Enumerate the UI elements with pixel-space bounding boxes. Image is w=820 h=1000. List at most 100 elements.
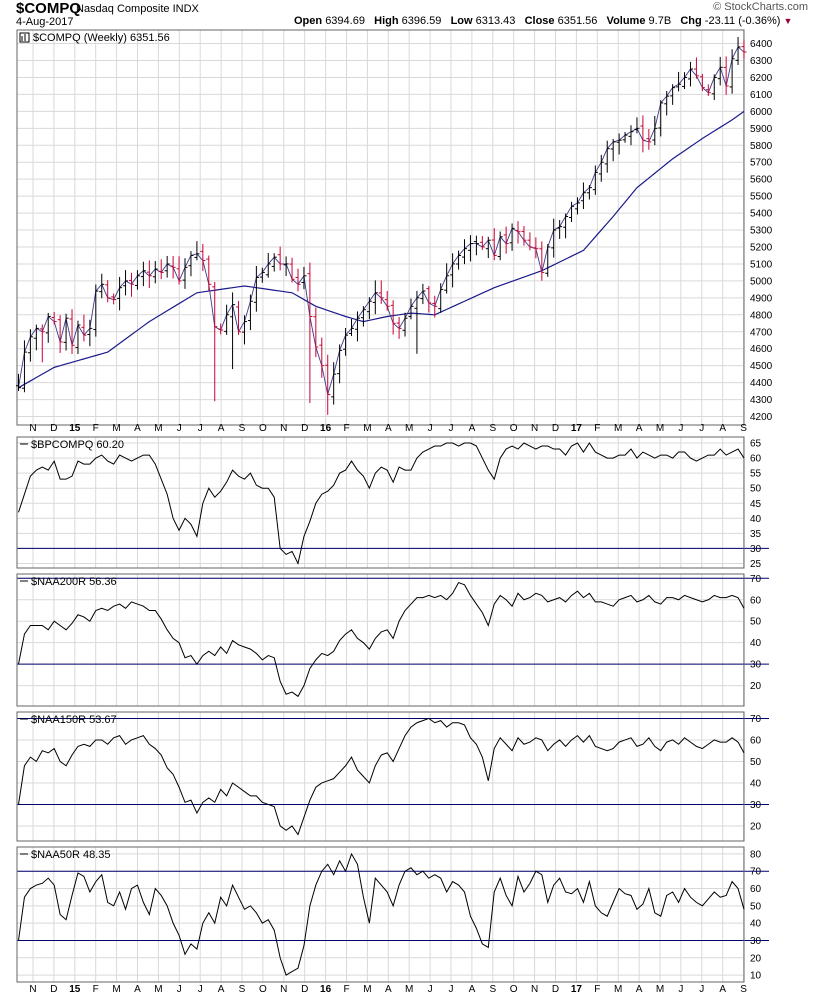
y-tick-label: 55	[750, 469, 762, 480]
y-tick-label: 5600	[750, 175, 773, 186]
y-tick-label: 6200	[750, 73, 773, 84]
y-tick-label: 35	[750, 529, 762, 540]
x-axis-label: F	[93, 984, 99, 995]
x-axis-label: O	[510, 423, 518, 434]
x-axis-label: M	[363, 984, 371, 995]
x-axis-label: 15	[69, 423, 81, 434]
x-axis-label: A	[218, 423, 225, 434]
x-axis-label: M	[112, 984, 120, 995]
y-tick-label: 4400	[750, 378, 773, 389]
open-value: 6394.69	[325, 15, 365, 27]
y-tick-label: 6000	[750, 107, 773, 118]
x-axis-label: M	[154, 984, 162, 995]
y-tick-label: 5400	[750, 209, 773, 220]
x-axis-label: M	[363, 423, 371, 434]
y-tick-label: 4500	[750, 361, 773, 372]
panel-frame	[16, 436, 745, 569]
y-tick-label: 30	[750, 936, 762, 947]
close-price-line	[18, 46, 745, 395]
y-tick-label: 10	[750, 971, 762, 982]
x-axis-label: N	[280, 984, 287, 995]
y-tick-label: 60	[750, 595, 762, 606]
volume-label: Volume	[606, 15, 646, 27]
y-tick-label: 5200	[750, 242, 773, 253]
x-axis-label: D	[301, 423, 308, 434]
y-tick-label: 70	[750, 574, 762, 585]
x-axis-label: A	[134, 423, 141, 434]
panel-4: 10 20 30 40 50 60 70 80 $NAA50R 48.35	[16, 846, 769, 983]
panel-1: 25 30 35 40 45 50 55 60 65 $BPCOMPQ 60.20	[16, 436, 769, 570]
panel-frame	[16, 711, 745, 842]
x-axis-label: A	[719, 423, 726, 434]
y-tick-label: 30	[750, 800, 762, 811]
x-axis-label: J	[428, 423, 433, 434]
y-tick-label: 4900	[750, 293, 773, 304]
y-tick-label: 5900	[750, 124, 773, 135]
y-tick-label: 6300	[750, 56, 773, 67]
close-value: 6351.56	[557, 15, 598, 27]
x-axis-label: D	[301, 984, 308, 995]
y-tick-label: 60	[750, 454, 762, 465]
y-tick-label: 30	[750, 544, 762, 555]
y-tick-label: 5000	[750, 276, 773, 287]
panel-3: 20 30 40 50 60 70 $NAA150R 53.67	[16, 711, 769, 842]
y-tick-label: 4800	[750, 310, 773, 321]
x-axis-label: A	[218, 984, 225, 995]
x-axis-label: J	[449, 423, 454, 434]
x-axis-label: F	[93, 423, 99, 434]
x-axis-label: M	[405, 423, 413, 434]
y-tick-label: 4200	[750, 412, 773, 423]
header-name: Nasdaq Composite INDX	[76, 3, 199, 15]
x-axis-label: J	[177, 984, 182, 995]
y-tick-label: 65	[750, 439, 762, 450]
x-axis-label: A	[636, 423, 643, 434]
x-axis-label: M	[614, 984, 622, 995]
x-axis-label: N	[531, 423, 538, 434]
x-axis-label: O	[259, 423, 267, 434]
x-axis-label: A	[469, 984, 476, 995]
x-axis-label: J	[678, 423, 683, 434]
x-axis-label: 17	[571, 423, 583, 434]
y-tick-label: 70	[750, 867, 762, 878]
volume-value: 9.7B	[648, 15, 672, 27]
x-axis-label: 16	[320, 984, 332, 995]
x-axis-label: S	[489, 423, 496, 434]
y-tick-label: 50	[750, 901, 762, 912]
x-axis-label: F	[594, 984, 600, 995]
y-tick-label: 30	[750, 660, 762, 671]
close-label: Close	[524, 15, 555, 27]
x-axis-label: F	[343, 984, 349, 995]
y-tick-label: 5500	[750, 192, 773, 203]
y-tick-label: 5100	[750, 259, 773, 270]
panel-title: $NAA150R 53.67	[31, 714, 117, 726]
high-value: 6396.59	[401, 15, 442, 27]
x-axis-label: S	[489, 984, 496, 995]
low-label: Low	[450, 15, 473, 27]
bar-chart-icon	[19, 32, 30, 43]
x-axis-label: S	[740, 984, 747, 995]
x-axis-label: N	[280, 423, 287, 434]
x-axis-label: N	[531, 984, 538, 995]
x-axis-label: D	[552, 423, 559, 434]
y-tick-label: 40	[750, 778, 762, 789]
y-tick-label: 4700	[750, 327, 773, 338]
x-axis-label: F	[343, 423, 349, 434]
y-tick-label: 5700	[750, 158, 773, 169]
y-tick-label: 40	[750, 638, 762, 649]
x-axis-label: D	[50, 984, 57, 995]
open-label: Open	[294, 15, 323, 27]
y-tick-label: 50	[750, 617, 762, 628]
x-axis-label: A	[636, 984, 643, 995]
y-tick-label: 50	[750, 757, 762, 768]
x-axis-label: J	[699, 984, 704, 995]
y-tick-label: 6100	[750, 90, 773, 101]
panel-2: 20 30 40 50 60 70 $NAA200R 56.36	[16, 573, 769, 707]
x-axis-label: J	[678, 984, 683, 995]
y-tick-label: 5300	[750, 226, 773, 237]
x-axis-label: N	[29, 984, 36, 995]
x-axis-label: O	[510, 984, 518, 995]
y-tick-label: 45	[750, 499, 762, 510]
panel-0: 4200 4300 4400 4500 4600 4700 4800 4900 5000 5100…	[16, 29, 773, 426]
x-axis-label: S	[239, 984, 246, 995]
y-tick-label: 40	[750, 919, 762, 930]
